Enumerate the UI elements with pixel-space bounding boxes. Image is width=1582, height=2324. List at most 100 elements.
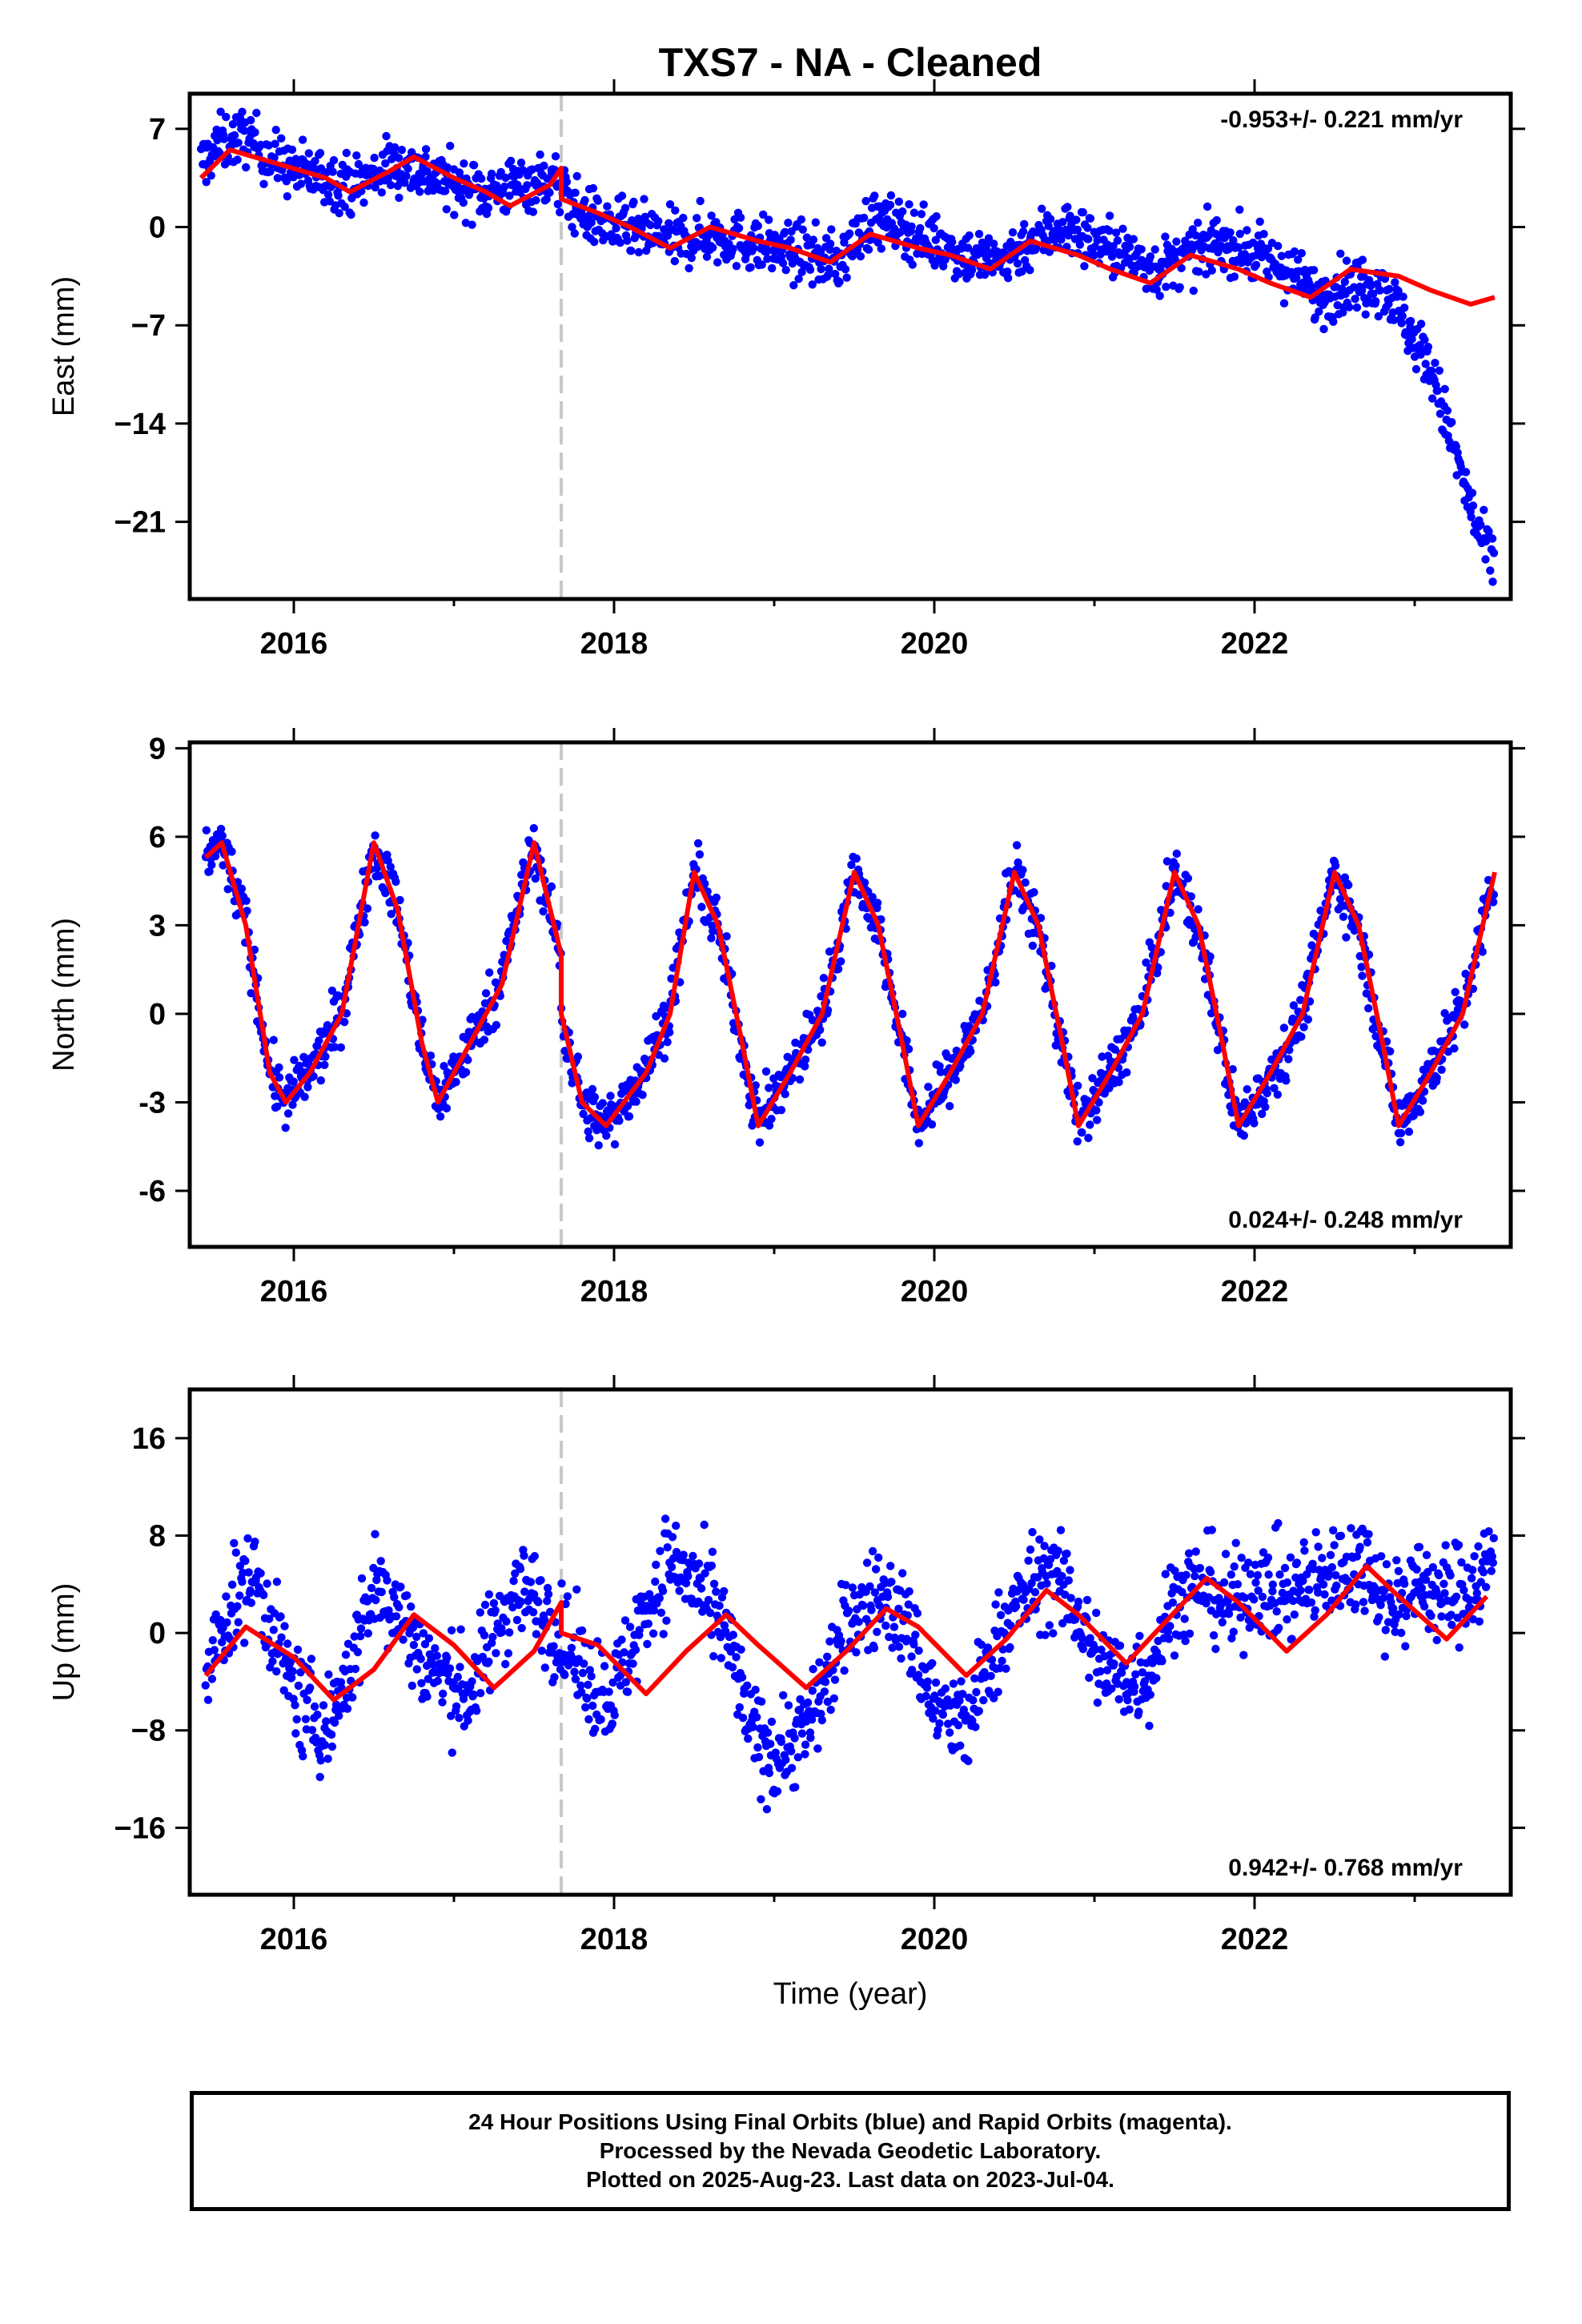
data-point — [1059, 1556, 1069, 1566]
data-point — [1432, 1635, 1441, 1645]
data-point — [1467, 1574, 1476, 1583]
data-point — [620, 1616, 630, 1625]
data-point — [602, 1131, 611, 1140]
data-point — [579, 1109, 588, 1119]
data-point — [697, 903, 706, 911]
data-point — [1006, 1642, 1014, 1652]
data-point — [528, 207, 538, 216]
data-point — [831, 269, 840, 279]
data-point — [883, 1592, 893, 1602]
data-point — [1311, 1528, 1320, 1537]
data-point — [1289, 1001, 1299, 1010]
data-point — [1395, 1138, 1405, 1147]
data-point — [736, 1054, 745, 1063]
data-point — [931, 1678, 941, 1687]
data-point — [1074, 1597, 1083, 1606]
data-point — [811, 218, 820, 227]
data-point — [1380, 1652, 1390, 1661]
data-point — [246, 1586, 255, 1595]
data-point — [660, 1054, 669, 1063]
data-point — [371, 1530, 379, 1538]
data-point — [580, 1659, 588, 1668]
data-point — [1226, 228, 1235, 237]
data-point — [377, 1587, 386, 1597]
data-point — [1130, 1682, 1139, 1691]
data-point — [1060, 1590, 1070, 1599]
data-point — [424, 1634, 434, 1642]
data-point — [468, 1677, 476, 1686]
data-point — [1102, 1666, 1112, 1675]
data-point — [205, 867, 214, 876]
data-point — [1288, 1596, 1298, 1606]
data-point — [489, 1598, 499, 1608]
data-point — [517, 1623, 526, 1633]
data-point — [1476, 1578, 1486, 1586]
x-tick-label: 2020 — [901, 1275, 969, 1309]
data-point — [1231, 1538, 1240, 1548]
data-point — [426, 1051, 436, 1060]
data-point — [948, 238, 957, 247]
data-point — [1109, 242, 1118, 251]
data-point — [852, 854, 861, 863]
data-point — [1297, 1032, 1306, 1041]
data-point — [1468, 1566, 1477, 1574]
data-point — [823, 1697, 833, 1707]
x-axis-label: Time (year) — [773, 1977, 928, 2011]
data-point — [1307, 1598, 1316, 1607]
data-point — [1460, 1020, 1469, 1029]
data-point — [235, 1562, 245, 1570]
data-point — [765, 1121, 774, 1130]
data-point — [592, 1126, 601, 1135]
data-point — [771, 1748, 780, 1757]
data-point — [1191, 1547, 1200, 1556]
data-point — [1470, 1552, 1479, 1561]
data-point — [1290, 1610, 1299, 1619]
y-tick-label: 0 — [149, 1617, 166, 1651]
data-point — [1212, 1610, 1221, 1618]
data-point — [577, 1626, 587, 1635]
data-point — [695, 850, 705, 859]
data-point — [239, 1568, 247, 1578]
data-point — [500, 182, 509, 191]
data-point — [700, 1520, 709, 1530]
data-point — [1086, 1634, 1094, 1642]
data-point — [924, 1083, 933, 1092]
data-point — [784, 219, 793, 227]
data-point — [823, 1652, 832, 1661]
data-point — [242, 896, 251, 906]
data-point — [672, 1522, 681, 1530]
y-tick-label: 9 — [149, 732, 166, 766]
data-point — [452, 1702, 461, 1711]
data-point — [501, 1659, 510, 1669]
data-point — [505, 1628, 514, 1637]
data-point — [617, 1635, 626, 1644]
data-point — [1074, 1081, 1082, 1091]
data-point — [492, 1020, 501, 1030]
data-point — [1283, 1578, 1292, 1587]
data-point — [580, 195, 589, 205]
data-point — [1375, 1613, 1383, 1622]
data-point — [737, 1673, 747, 1682]
data-point — [394, 154, 404, 163]
data-point — [1292, 1558, 1302, 1567]
x-tick-label: 2022 — [1221, 1275, 1289, 1309]
data-point — [1433, 386, 1442, 395]
data-point — [1421, 1575, 1431, 1584]
data-point — [935, 1719, 944, 1728]
data-point — [590, 1092, 600, 1102]
data-point — [908, 260, 917, 269]
data-point — [1105, 211, 1114, 220]
data-point — [421, 145, 431, 154]
data-point — [779, 1691, 788, 1700]
data-point — [376, 1557, 385, 1566]
data-point — [1191, 1571, 1199, 1581]
data-point — [689, 1551, 697, 1561]
data-point — [979, 1695, 988, 1705]
data-point — [219, 135, 229, 143]
data-point — [340, 1018, 349, 1027]
data-point — [1090, 242, 1100, 251]
data-point — [1377, 1552, 1386, 1561]
data-point — [1028, 941, 1038, 951]
data-point — [941, 1684, 950, 1693]
data-point — [303, 1695, 311, 1704]
